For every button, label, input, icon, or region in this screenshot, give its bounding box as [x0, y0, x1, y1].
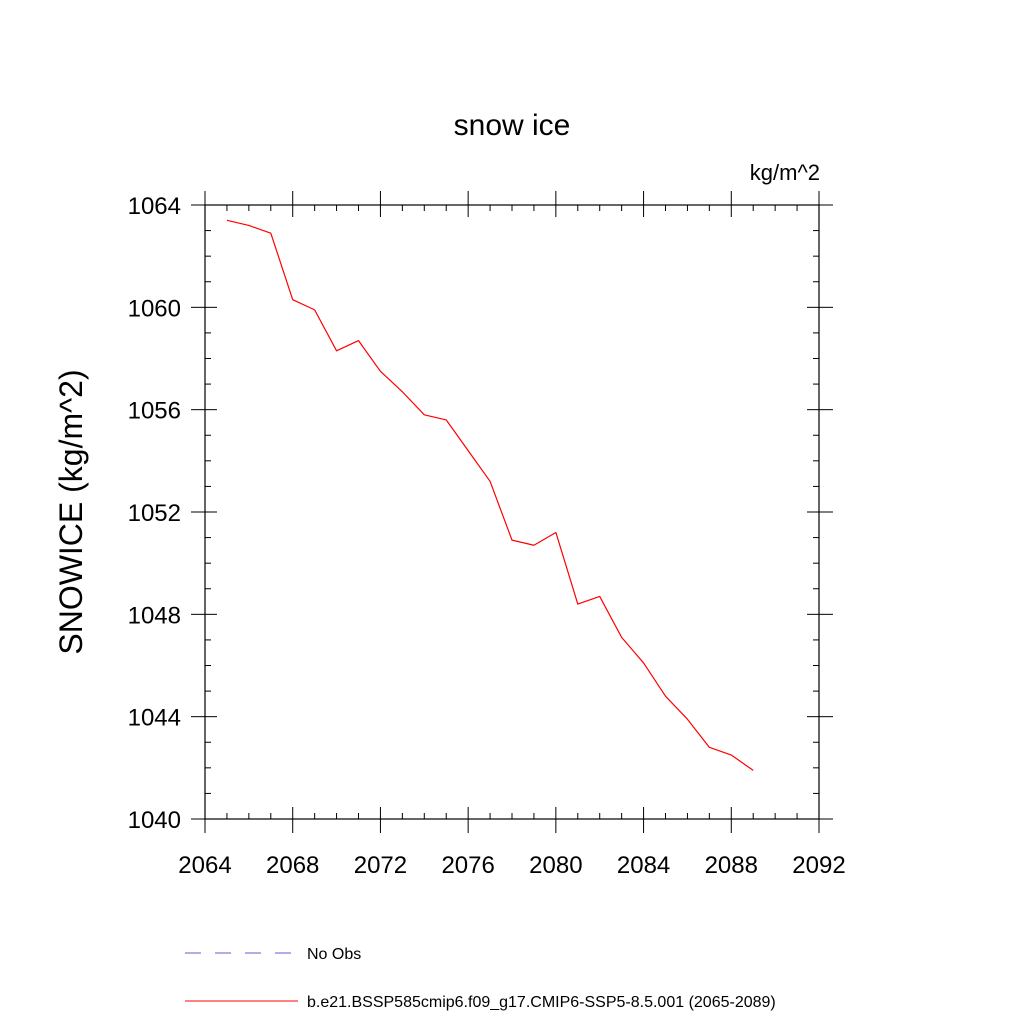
y-tick-label: 1040 — [128, 807, 181, 834]
series-line-0 — [226, 219, 754, 771]
x-tick-label: 2068 — [266, 852, 319, 879]
axis-ticks — [191, 191, 833, 833]
y-tick-label: 1044 — [128, 705, 181, 732]
y-tick-label: 1056 — [128, 398, 181, 425]
x-tick-label: 2088 — [705, 852, 758, 879]
legend-label-model: b.e21.BSSP585cmip6.f09_g17.CMIP6-SSP5-8.… — [307, 994, 776, 1011]
y-tick-label: 1048 — [128, 602, 181, 629]
y-tick-label: 1064 — [128, 193, 181, 220]
y-tick-label: 1060 — [128, 295, 181, 322]
y-tick-label: 1052 — [128, 500, 181, 527]
x-tick-label: 2092 — [792, 852, 845, 879]
legend-label-no-obs: No Obs — [307, 946, 361, 963]
x-tick-label: 2072 — [354, 852, 407, 879]
legend: No Obs b.e21.BSSP585cmip6.f09_g17.CMIP6-… — [185, 946, 776, 1011]
y-axis-label: SNOWICE (kg/m^2) — [53, 369, 89, 654]
chart-title: snow ice — [454, 109, 571, 142]
series-layer — [226, 219, 754, 771]
x-tick-label: 2084 — [617, 852, 670, 879]
y-tick-labels: 1040 1044 1048 1052 1056 1060 1064 — [128, 193, 181, 834]
x-tick-label: 2080 — [529, 852, 582, 879]
x-tick-labels: 2064 2068 2072 2076 2080 2084 2088 2092 — [178, 852, 845, 879]
units-label: kg/m^2 — [750, 160, 820, 185]
plot-frame — [204, 204, 820, 820]
x-tick-label: 2076 — [441, 852, 494, 879]
x-tick-label: 2064 — [178, 852, 231, 879]
